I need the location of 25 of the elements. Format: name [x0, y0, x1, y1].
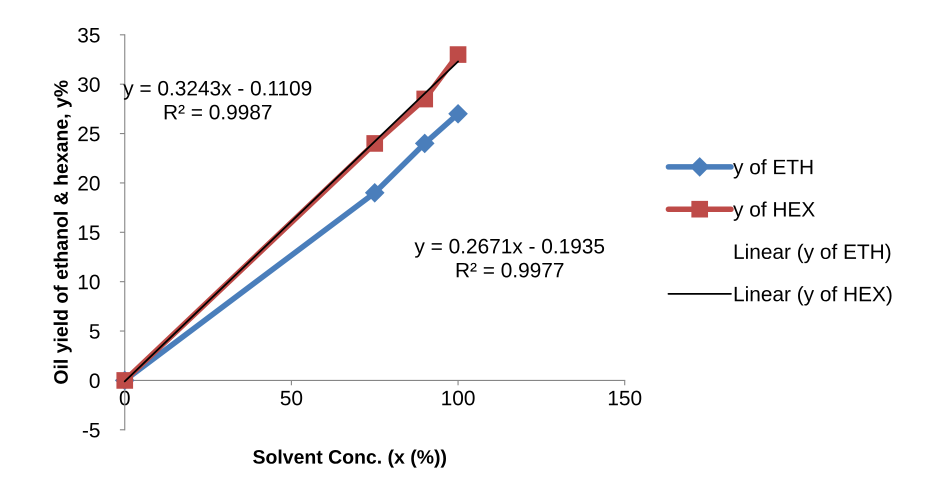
y-tick-label: -5	[82, 422, 100, 438]
point	[365, 183, 384, 202]
y-tick-label: 0	[90, 373, 100, 388]
x-tick-label: 100	[442, 390, 475, 406]
y-tick-label: 15	[78, 226, 100, 240]
y-tick-label: 5	[90, 324, 100, 339]
y-tick-label: 25	[78, 126, 100, 142]
y-axis-title: Oil yield of ethanol & hexane, y%	[54, 80, 72, 384]
point	[415, 134, 434, 153]
annotation: y = 0.3243x - 0.1109 R² = 0.9987	[123, 80, 312, 120]
legend-label: y of HEX	[733, 201, 815, 221]
x-tick-label: 50	[280, 390, 302, 406]
y-tick-label: 20	[78, 176, 100, 191]
legend-label: y of ETH	[733, 159, 812, 179]
y-tick-label: 30	[78, 77, 100, 92]
x-tick-label: 0	[120, 390, 130, 406]
text: Linear (y of ETH)	[734, 244, 890, 264]
annotation: y = 0.2671x - 0.1935 R² = 0.9977	[414, 238, 604, 278]
x-axis-title: Solvent Conc. (x (%))	[253, 450, 446, 468]
y-tick-label: 10	[78, 274, 100, 290]
point	[450, 46, 466, 63]
x-tick-label: 150	[608, 390, 642, 406]
y-tick-label: 35	[78, 28, 100, 43]
legend-label: Linear (y of HEX)	[734, 286, 892, 306]
point	[448, 104, 468, 124]
